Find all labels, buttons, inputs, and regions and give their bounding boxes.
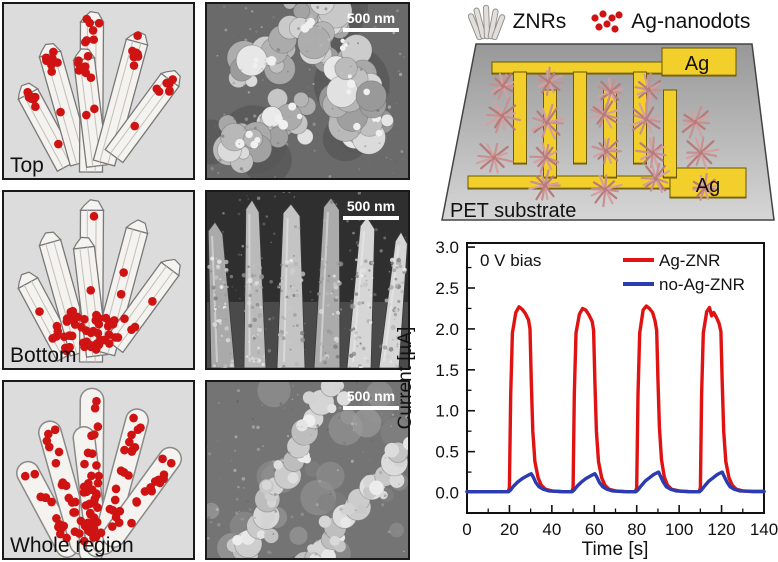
scale-bar-line xyxy=(343,216,399,220)
schematic-panel-whole: Whole region xyxy=(2,380,195,560)
panel-label-top: Top xyxy=(10,153,44,177)
scale-bar-label: 500 nm xyxy=(346,10,396,26)
scale-bar-label: 500 nm xyxy=(346,388,396,404)
bias-annotation: 0 V bias xyxy=(480,251,541,270)
device-schematic: Ag Ag PET substrate xyxy=(430,36,778,226)
scale-bar-label: 500 nm xyxy=(346,198,396,214)
chart-graphics: 0.0 0.5 1.0 1.5 2.0 2.5 3.0 0 20 40 60 80 100 120 140 xyxy=(435,238,778,539)
sem-micrograph-clusters xyxy=(207,4,408,178)
nanorod-schematic-whole xyxy=(16,387,182,558)
svg-text:40: 40 xyxy=(542,520,561,539)
scale-bar: 500 nm xyxy=(343,199,399,220)
svg-text:0: 0 xyxy=(462,520,471,539)
svg-text:60: 60 xyxy=(585,520,604,539)
photocurrent-chart-svg: 0.00.51.01.52.02.53.00 20 40 60 80 100 120 140 … xyxy=(395,238,778,560)
schematic-panel-bottom: Bottom xyxy=(2,190,195,370)
device-legend: ZNRs Ag-nanodots xyxy=(440,4,778,40)
svg-text:0.5: 0.5 xyxy=(435,443,459,462)
svg-text:20: 20 xyxy=(500,520,519,539)
photocurrent-chart: 0.0 0.5 1.0 1.5 2.0 2.5 3.0 0 20 40 60 80 100 120 140 … xyxy=(395,228,778,562)
svg-text:3.0: 3.0 xyxy=(435,238,459,257)
nanorod-schematic-top xyxy=(17,10,181,173)
sem-micrograph-rods xyxy=(207,192,408,368)
znr-bundle-icon xyxy=(467,4,505,40)
sem-image-bottom: 500 nm xyxy=(205,380,410,560)
device-schematic-svg: Ag Ag PET substrate xyxy=(441,43,775,222)
sem-image-top: 500 nm xyxy=(205,2,410,180)
nanorod-schematic-bottom xyxy=(17,199,181,363)
y-axis-label: Current [µA] xyxy=(395,327,416,430)
legend-label-ag-nanodots: Ag-nanodots xyxy=(631,10,751,33)
schematic-panel-top: Top xyxy=(2,2,195,180)
scale-bar: 500 nm xyxy=(343,389,399,410)
ag-dots-icon xyxy=(591,10,623,33)
panel-label-bottom: Bottom xyxy=(10,343,77,367)
legend-label-znrs: ZNRs xyxy=(512,10,567,33)
legend-label-ag-znr: Ag-ZNR xyxy=(659,251,720,270)
svg-text:2.0: 2.0 xyxy=(435,320,459,339)
scale-bar-line xyxy=(343,406,399,410)
svg-text:100: 100 xyxy=(665,520,693,539)
panel-label-whole: Whole region xyxy=(10,533,134,557)
svg-text:0.0: 0.0 xyxy=(435,484,459,503)
svg-text:2.5: 2.5 xyxy=(435,279,459,298)
device-graphics xyxy=(441,43,775,221)
sem-image-middle: 500 nm xyxy=(205,190,410,370)
svg-text:120: 120 xyxy=(707,520,735,539)
svg-text:80: 80 xyxy=(627,520,646,539)
x-axis-label: Time [s] xyxy=(582,539,649,560)
svg-text:140: 140 xyxy=(750,520,778,539)
svg-text:1.0: 1.0 xyxy=(435,402,459,421)
substrate-label: PET substrate xyxy=(450,200,576,222)
svg-text:1.5: 1.5 xyxy=(435,361,459,380)
scale-bar-line xyxy=(343,28,399,32)
electrode-label-top: Ag xyxy=(685,53,709,75)
electrode-label-bottom: Ag xyxy=(696,175,720,197)
scale-bar: 500 nm xyxy=(343,11,399,32)
sem-micrograph-beaded xyxy=(207,382,408,558)
legend-label-no-ag-znr: no-Ag-ZNR xyxy=(659,275,745,294)
